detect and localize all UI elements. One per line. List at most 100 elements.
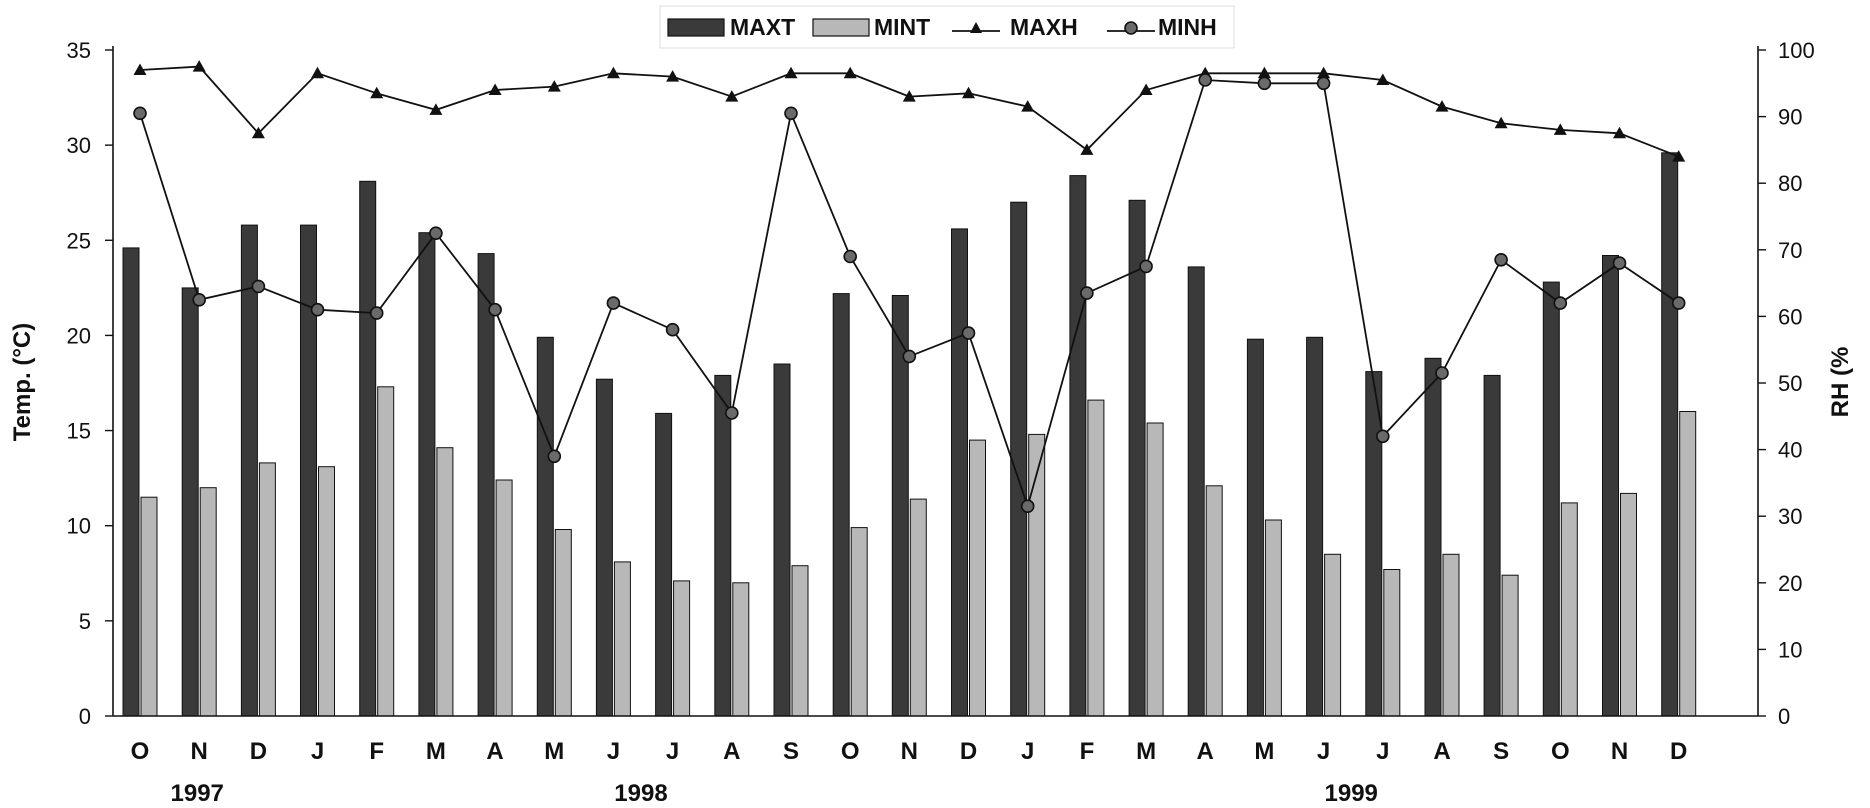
point-maxh — [1021, 100, 1035, 112]
bar-mint — [732, 582, 750, 717]
bar-maxt — [300, 224, 317, 717]
bar-maxt — [477, 253, 495, 717]
x-tick-label: O — [1551, 738, 1570, 765]
bar-mint — [1442, 553, 1460, 717]
bar-mint — [258, 462, 276, 717]
point-minh — [547, 449, 562, 464]
point-maxh — [1080, 143, 1094, 155]
bar-maxt — [655, 412, 673, 717]
y2-tick-label: 10 — [1778, 637, 1802, 662]
bar-maxt — [240, 224, 258, 717]
legend-label-maxh: MAXH — [1010, 14, 1078, 40]
bar-mint — [1620, 492, 1637, 717]
point-minh — [1435, 366, 1449, 380]
legend-label-minh: MINH — [1158, 14, 1217, 40]
x-tick-label: J — [1376, 738, 1389, 765]
bar-mint — [495, 479, 513, 717]
x-tick-label: O — [841, 738, 860, 765]
x-tick-label: M — [426, 738, 446, 765]
legend-box — [659, 5, 1235, 49]
legend: MAXT MINT MAXH MINH — [659, 5, 1235, 49]
y2-tick-label: 0 — [1778, 704, 1790, 729]
y-tick-label: 0 — [79, 704, 91, 729]
x-tick-label: N — [1611, 738, 1628, 765]
bar-mint — [554, 529, 572, 717]
bar-mint — [318, 466, 335, 717]
legend-label-mint: MINT — [874, 14, 930, 40]
bar-layer — [122, 152, 1697, 717]
point-minh — [1080, 286, 1094, 300]
point-maxh — [1376, 73, 1390, 85]
bar-maxt — [359, 180, 377, 717]
x-tick-label: N — [191, 738, 208, 765]
year-label: 1998 — [614, 780, 667, 807]
point-minh — [724, 406, 739, 420]
point-minh — [1553, 296, 1568, 310]
y-tick-label: 25 — [67, 228, 91, 253]
point-minh — [429, 226, 443, 240]
bar-mint — [140, 496, 158, 717]
axes: 0 5 10 15 20 25 30 35 0 10 20 30 40 50 60 70 80 90 100 O N D J… — [67, 38, 1815, 807]
y-tick-label: 5 — [79, 609, 91, 634]
x-tick-label: J — [607, 738, 620, 765]
bar-maxt — [951, 228, 968, 717]
bar-mint — [850, 527, 868, 717]
bar-maxt — [1306, 336, 1324, 717]
point-maxh — [902, 90, 916, 102]
point-maxh — [666, 70, 680, 82]
bar-maxt — [595, 378, 613, 717]
bar-mint — [969, 439, 986, 717]
bar-mint — [1146, 422, 1164, 717]
bar-mint — [1205, 485, 1223, 717]
point-maxh — [251, 126, 265, 139]
y2-tick-label: 100 — [1778, 38, 1815, 63]
y2-tick-label: 80 — [1778, 171, 1802, 196]
y2-tick-label: 70 — [1778, 238, 1802, 263]
x-tick-label: M — [1136, 738, 1156, 765]
point-minh — [310, 302, 325, 317]
point-minh — [665, 322, 680, 337]
bar-mint — [909, 498, 927, 717]
point-maxh — [311, 66, 324, 79]
y2-tick-label: 20 — [1778, 571, 1802, 596]
x-tick-label: A — [1197, 738, 1214, 765]
y2-tick-label: 40 — [1778, 438, 1802, 463]
x-tick-label: N — [901, 738, 918, 765]
y2-tick-label: 50 — [1778, 371, 1802, 396]
bar-maxt — [1010, 201, 1028, 717]
line-layer — [133, 60, 1686, 514]
legend-swatch-mint — [812, 18, 870, 37]
y2-tick-label: 90 — [1778, 105, 1802, 130]
point-minh — [1139, 259, 1153, 274]
bar-maxt — [773, 363, 791, 717]
x-tick-label: S — [783, 738, 799, 765]
bar-maxt — [1424, 357, 1442, 717]
point-maxh — [606, 66, 620, 79]
point-maxh — [1672, 150, 1686, 162]
point-maxh — [133, 63, 147, 75]
point-minh — [1494, 252, 1508, 267]
x-tick-label: D — [960, 738, 977, 765]
x-tick-label: J — [1021, 738, 1034, 765]
legend-marker-maxh — [970, 22, 982, 33]
point-maxh — [1494, 116, 1508, 129]
bar-mint — [791, 565, 809, 717]
point-maxh — [192, 60, 206, 72]
bar-mint — [377, 386, 395, 717]
y-tick-label: 20 — [67, 323, 91, 348]
x-tick-label: J — [666, 738, 679, 765]
x-tick-label: O — [131, 738, 150, 765]
bar-mint — [1560, 502, 1578, 717]
bar-maxt — [1602, 255, 1619, 717]
bar-maxt — [1661, 152, 1679, 717]
bar-mint — [1264, 519, 1282, 717]
point-minh — [1257, 76, 1272, 91]
y-axis-title: Temp. (°C) — [9, 323, 36, 441]
point-maxh — [1553, 123, 1567, 135]
y2-tick-label: 30 — [1778, 504, 1802, 529]
legend-marker-minh — [1124, 21, 1138, 35]
point-minh — [961, 326, 976, 340]
point-maxh — [1317, 66, 1331, 79]
point-maxh — [1139, 83, 1153, 95]
